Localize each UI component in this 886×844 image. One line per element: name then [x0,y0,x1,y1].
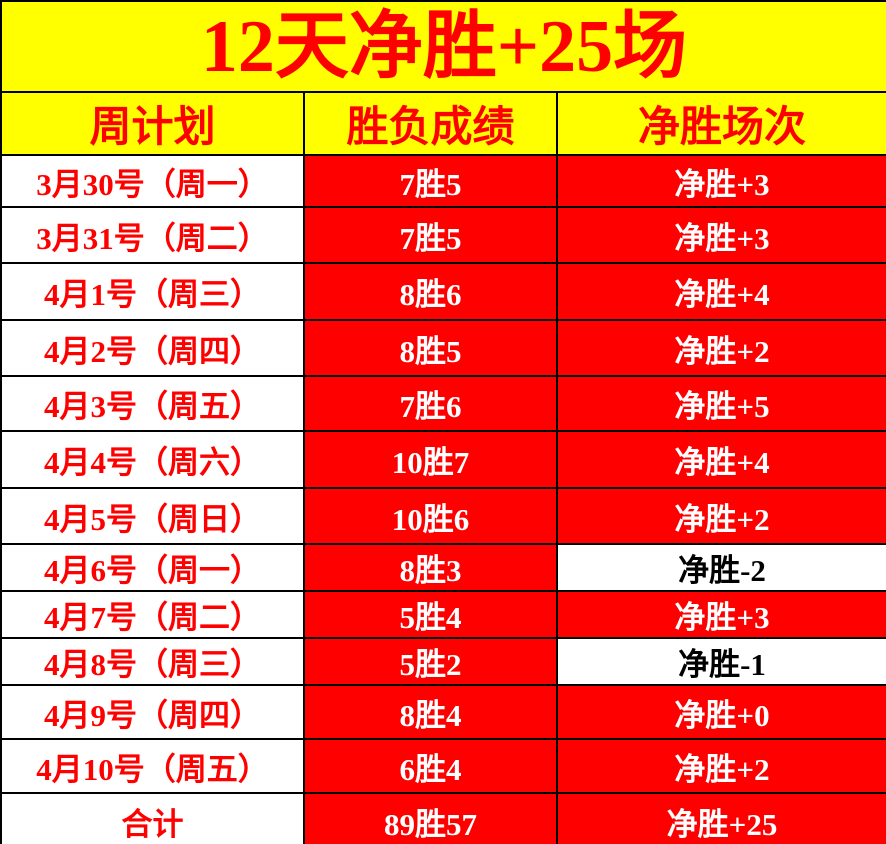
score-cell: 10胜6 [303,487,558,545]
date-cell: 4月10号（周五） [0,738,305,794]
date-cell: 4月7号（周二） [0,590,305,639]
table-row: 3月30号（周一） 7胜5 净胜+3 [0,154,886,208]
title-row: 12天净胜+25场 [0,0,886,93]
column-header-net-wins: 净胜场次 [555,91,886,156]
date-cell: 4月4号（周六） [0,430,305,489]
date-cell: 3月30号（周一） [0,154,305,208]
net-cell: 净胜+4 [555,430,886,489]
net-cell: 净胜+2 [555,319,886,377]
column-header-win-loss-record: 胜负成绩 [303,91,558,156]
total-score-cell: 89胜57 [303,792,558,844]
table-row: 4月4号（周六） 10胜7 净胜+4 [0,430,886,489]
score-cell: 5胜4 [303,590,558,639]
total-label-cell: 合计 [0,792,305,844]
date-cell: 4月8号（周三） [0,637,305,686]
score-cell: 8胜3 [303,543,558,592]
header-row: 周计划 胜负成绩 净胜场次 [0,91,886,156]
table-body: 3月30号（周一） 7胜5 净胜+3 3月31号（周二） 7胜5 净胜+3 4月1号（周三）… [0,154,886,794]
table-row: 4月10号（周五） 6胜4 净胜+2 [0,738,886,794]
net-cell: 净胜+5 [555,375,886,432]
date-cell: 4月1号（周三） [0,262,305,321]
total-row: 合计 89胜57 净胜+25 [0,792,886,844]
date-cell: 4月9号（周四） [0,684,305,740]
date-cell: 4月6号（周一） [0,543,305,592]
score-cell: 8胜6 [303,262,558,321]
score-cell: 7胜6 [303,375,558,432]
total-net-cell: 净胜+25 [555,792,886,844]
page-title: 12天净胜+25场 [0,0,886,93]
table-row: 4月7号（周二） 5胜4 净胜+3 [0,590,886,639]
table-row: 3月31号（周二） 7胜5 净胜+3 [0,206,886,264]
score-cell: 8胜5 [303,319,558,377]
net-cell: 净胜+2 [555,738,886,794]
table-footer: 合计 89胜57 净胜+25 [0,792,886,844]
table-row: 4月8号（周三） 5胜2 净胜-1 [0,637,886,686]
column-header-week-plan: 周计划 [0,91,305,156]
table-row: 4月5号（周日） 10胜6 净胜+2 [0,487,886,545]
date-cell: 3月31号（周二） [0,206,305,264]
net-cell: 净胜+3 [555,590,886,639]
table-row: 4月6号（周一） 8胜3 净胜-2 [0,543,886,592]
net-cell: 净胜+0 [555,684,886,740]
date-cell: 4月3号（周五） [0,375,305,432]
score-cell: 7胜5 [303,206,558,264]
net-cell-negative: 净胜-2 [555,543,886,592]
table-row: 4月9号（周四） 8胜4 净胜+0 [0,684,886,740]
score-cell: 7胜5 [303,154,558,208]
net-cell: 净胜+4 [555,262,886,321]
score-cell: 5胜2 [303,637,558,686]
date-cell: 4月5号（周日） [0,487,305,545]
net-cell: 净胜+2 [555,487,886,545]
score-cell: 10胜7 [303,430,558,489]
score-cell: 8胜4 [303,684,558,740]
score-cell: 6胜4 [303,738,558,794]
net-cell: 净胜+3 [555,206,886,264]
table-row: 4月2号（周四） 8胜5 净胜+2 [0,319,886,377]
table-row: 4月3号（周五） 7胜6 净胜+5 [0,375,886,432]
net-cell: 净胜+3 [555,154,886,208]
table-row: 4月1号（周三） 8胜6 净胜+4 [0,262,886,321]
net-cell-negative: 净胜-1 [555,637,886,686]
date-cell: 4月2号（周四） [0,319,305,377]
